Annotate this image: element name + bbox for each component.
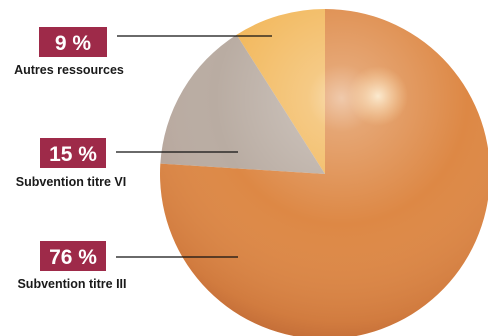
value-badge-subvention-titre-vi	[40, 138, 106, 168]
annotation-subvention-titre-iii: 76 % Subvention titre III	[17, 241, 238, 291]
category-label-subvention-titre-vi: Subvention titre VI	[16, 175, 126, 189]
annotation-subvention-titre-vi: 15 % Subvention titre VI	[16, 138, 238, 189]
category-label-autres-ressources: Autres ressources	[14, 63, 124, 77]
pie-shading	[160, 9, 488, 336]
value-badge-autres-ressources	[39, 27, 107, 57]
value-label-subvention-titre-vi: 15 %	[49, 143, 97, 166]
category-label-subvention-titre-iii: Subvention titre III	[17, 277, 126, 291]
annotation-autres-ressources: 9 % Autres ressources	[14, 27, 272, 77]
value-label-autres-ressources: 9 %	[55, 32, 92, 55]
value-badge-subvention-titre-iii	[40, 241, 106, 271]
value-label-subvention-titre-iii: 76 %	[49, 246, 97, 269]
